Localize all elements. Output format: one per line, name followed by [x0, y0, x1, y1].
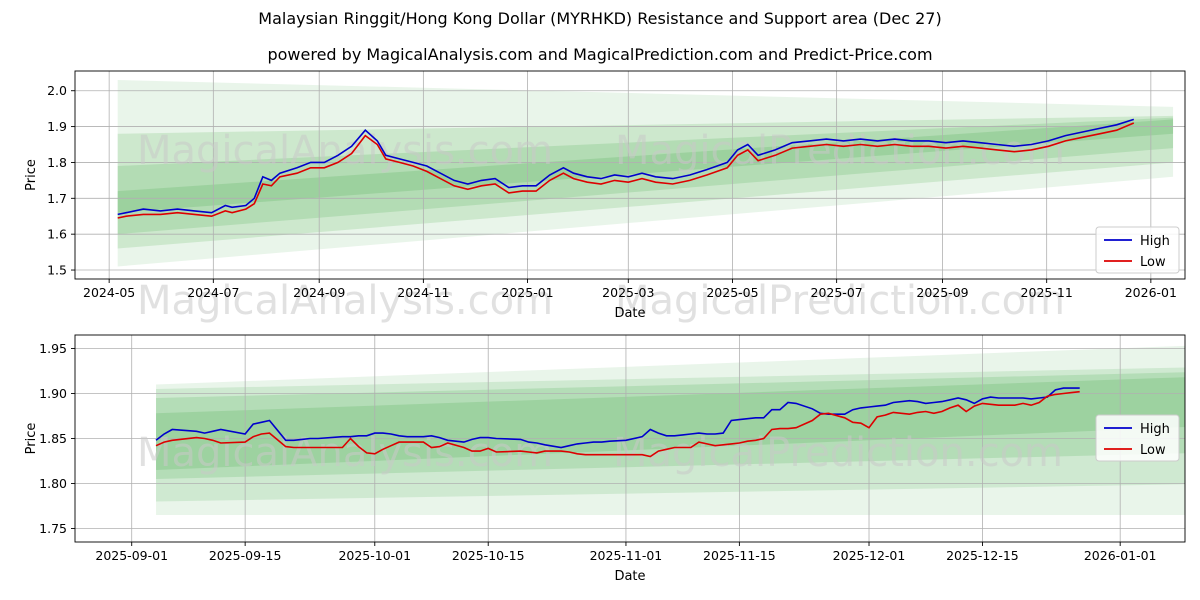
y-tick-label: 1.5 [47, 263, 67, 278]
x-tick-label: 2026-01 [1125, 285, 1177, 300]
y-tick-label: 1.85 [39, 431, 67, 446]
y-tick-label: 2.0 [47, 83, 67, 98]
chart-title: Malaysian Ringgit/Hong Kong Dollar (MYRH… [258, 9, 942, 28]
x-tick-label: 2025-12-01 [833, 548, 906, 563]
y-tick-label: 1.6 [47, 227, 67, 242]
y-axis-label: Price [24, 423, 39, 455]
y-tick-label: 1.8 [47, 155, 67, 170]
x-tick-label: 2025-05 [706, 285, 758, 300]
x-tick-label: 2025-09-15 [209, 548, 282, 563]
y-axis-label: Price [24, 159, 39, 191]
x-tick-label: 2024-07 [187, 285, 239, 300]
x-tick-label: 2025-11-01 [590, 548, 663, 563]
legend-label-low: Low [1140, 443, 1166, 458]
watermark-text: MagicalAnalysis.com [137, 278, 553, 324]
x-tick-label: 2025-11 [1021, 285, 1073, 300]
legend-label-high: High [1140, 234, 1170, 249]
y-tick-label: 1.7 [47, 191, 67, 206]
chart-subtitle: powered by MagicalAnalysis.com and Magic… [267, 45, 933, 64]
x-tick-label: 2024-11 [397, 285, 449, 300]
x-tick-label: 2025-10-01 [338, 548, 411, 563]
y-tick-label: 1.95 [39, 341, 67, 356]
series-line-low [155, 390, 1080, 458]
watermark-text: MagicalPrediction.com [615, 278, 1065, 324]
x-tick-label: 2026-01-01 [1084, 548, 1157, 563]
x-axis-label: Date [614, 569, 645, 584]
watermark-text: MagicalPrediction.com [613, 430, 1063, 476]
x-tick-label: 2025-10-15 [452, 548, 525, 563]
x-axis-label: Date [614, 306, 645, 321]
x-tick-label: 2025-01 [501, 285, 553, 300]
plot-frame [74, 70, 1186, 280]
y-tick-label: 1.75 [39, 521, 67, 536]
x-tick-label: 2025-03 [602, 285, 654, 300]
support-resistance-band [156, 367, 1185, 502]
x-tick-label: 2024-09 [293, 285, 345, 300]
plot-area-2: MagicalAnalysis.com MagicalPrediction.com [75, 335, 1185, 542]
x-tick-label: 2025-09-01 [95, 548, 168, 563]
x-tick-label: 2025-12-15 [946, 548, 1019, 563]
legend-label-low: Low [1140, 255, 1166, 270]
series-line-high [117, 118, 1135, 216]
x-tick-label: 2025-09 [916, 285, 968, 300]
support-resistance-band [156, 372, 1185, 479]
x-tick-label: 2024-05 [83, 285, 135, 300]
plot-area-1: MagicalAnalysis.com MagicalPrediction.com [75, 71, 1185, 279]
x-tick-label: 2025-07 [811, 285, 863, 300]
support-resistance-band [117, 119, 1174, 213]
support-resistance-band [156, 345, 1185, 515]
support-resistance-band [156, 377, 1185, 470]
y-tick-label: 1.80 [39, 476, 67, 491]
series-line-low [117, 122, 1135, 219]
series-line-high [155, 387, 1080, 449]
watermark-text: MagicalPrediction.com [615, 128, 1065, 174]
y-tick-label: 1.9 [47, 119, 67, 134]
legend-label-high: High [1140, 422, 1170, 437]
x-tick-label: 2025-11-15 [703, 548, 776, 563]
y-tick-label: 1.90 [39, 386, 67, 401]
